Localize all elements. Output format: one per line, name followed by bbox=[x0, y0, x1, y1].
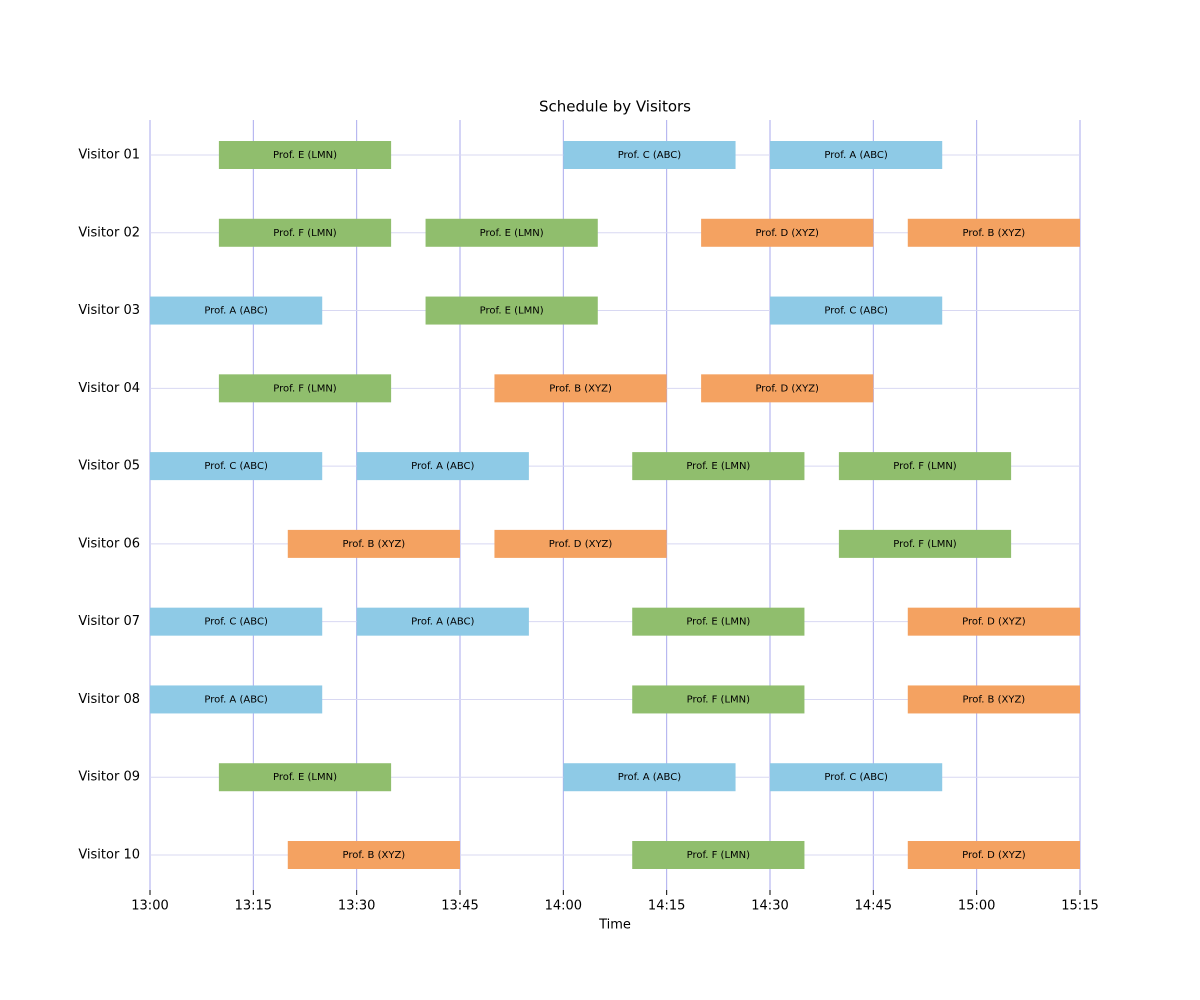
x-tick-label: 14:45 bbox=[855, 899, 892, 914]
task-bar bbox=[218, 218, 392, 247]
task-label: Prof. E (LMN) bbox=[686, 461, 750, 472]
x-tick-label: 15:15 bbox=[1061, 899, 1098, 914]
task-label: Prof. E (LMN) bbox=[480, 306, 544, 317]
y-tick-label: Visitor 04 bbox=[78, 381, 140, 396]
task-label: Prof. A (ABC) bbox=[204, 306, 267, 317]
task-label: Prof. C (ABC) bbox=[204, 461, 268, 472]
x-tick-label: 14:15 bbox=[648, 899, 685, 914]
task-label: Prof. A (ABC) bbox=[411, 617, 474, 628]
task-bar bbox=[218, 374, 392, 403]
task-label: Prof. A (ABC) bbox=[618, 772, 681, 783]
task-bar bbox=[907, 685, 1080, 714]
task-label: Prof. C (ABC) bbox=[824, 306, 888, 317]
task-bar bbox=[770, 763, 943, 792]
task-label: Prof. C (ABC) bbox=[204, 617, 268, 628]
task-label: Prof. E (LMN) bbox=[480, 228, 544, 239]
task-bar bbox=[907, 218, 1080, 247]
x-tick-label: 13:15 bbox=[235, 899, 272, 914]
x-tick-label: 13:00 bbox=[131, 899, 168, 914]
task-bar bbox=[218, 141, 392, 169]
task-label: Prof. B (XYZ) bbox=[343, 850, 406, 861]
task-bar bbox=[218, 763, 392, 792]
task-bar bbox=[701, 374, 874, 403]
bars: Prof. E (LMN) Prof. C (ABC) Prof. A (ABC) P… bbox=[150, 141, 1080, 869]
task-label: Prof. F (LMN) bbox=[687, 850, 751, 861]
task-label: Prof. E (LMN) bbox=[273, 772, 337, 783]
task-label: Prof. B (XYZ) bbox=[963, 694, 1026, 705]
task-bar bbox=[838, 452, 1012, 481]
task-bar bbox=[770, 141, 943, 169]
task-label: Prof. F (LMN) bbox=[687, 694, 751, 705]
task-bar bbox=[632, 841, 805, 869]
task-label: Prof. D (XYZ) bbox=[755, 383, 819, 394]
task-bar bbox=[632, 685, 805, 714]
task-label: Prof. E (LMN) bbox=[273, 150, 337, 161]
y-tick-label: Visitor 06 bbox=[78, 536, 140, 551]
task-label: Prof. F (LMN) bbox=[893, 461, 957, 472]
task-bar bbox=[563, 141, 736, 169]
y-tick-label: Visitor 03 bbox=[78, 303, 140, 318]
task-label: Prof. A (ABC) bbox=[411, 461, 474, 472]
task-label: Prof. F (LMN) bbox=[273, 383, 337, 394]
task-bar bbox=[287, 841, 460, 869]
task-label: Prof. B (XYZ) bbox=[343, 539, 406, 550]
x-tick-label: 13:45 bbox=[441, 899, 478, 914]
y-tick-label: Visitor 02 bbox=[78, 225, 140, 240]
y-tick-label: Visitor 09 bbox=[78, 770, 140, 785]
task-label: Prof. C (ABC) bbox=[824, 772, 888, 783]
chart-title: Schedule by Visitors bbox=[539, 98, 691, 116]
task-bar bbox=[425, 296, 598, 325]
task-bar bbox=[425, 218, 598, 247]
task-label: Prof. C (ABC) bbox=[618, 150, 682, 161]
x-tick-label: 14:30 bbox=[751, 899, 788, 914]
task-bar bbox=[632, 607, 805, 636]
task-bar bbox=[150, 296, 323, 325]
task-label: Prof. D (XYZ) bbox=[962, 617, 1026, 628]
task-label: Prof. A (ABC) bbox=[204, 694, 267, 705]
task-label: Prof. D (XYZ) bbox=[962, 850, 1026, 861]
task-bar bbox=[838, 529, 1012, 558]
task-bar bbox=[287, 529, 460, 558]
y-tick-label: Visitor 07 bbox=[78, 614, 140, 629]
task-bar bbox=[150, 607, 323, 636]
task-bar bbox=[150, 685, 323, 714]
task-bar bbox=[356, 452, 529, 481]
task-bar bbox=[907, 607, 1080, 636]
task-bar bbox=[494, 529, 667, 558]
task-bar bbox=[701, 218, 874, 247]
y-tick-label: Visitor 08 bbox=[78, 692, 140, 707]
task-bar bbox=[563, 763, 736, 792]
task-label: Prof. D (XYZ) bbox=[549, 539, 613, 550]
task-bar bbox=[356, 607, 529, 636]
task-bar bbox=[494, 374, 667, 403]
task-bar bbox=[907, 841, 1080, 869]
x-tick-label: 13:30 bbox=[338, 899, 375, 914]
y-tick-label: Visitor 05 bbox=[78, 459, 140, 474]
task-bar bbox=[770, 296, 943, 325]
task-bar bbox=[150, 452, 323, 481]
task-bar bbox=[632, 452, 805, 481]
x-tick-label: 15:00 bbox=[958, 899, 995, 914]
task-label: Prof. B (XYZ) bbox=[963, 228, 1026, 239]
x-tick-label: 14:00 bbox=[545, 899, 582, 914]
y-tick-label: Visitor 01 bbox=[78, 148, 140, 163]
task-label: Prof. A (ABC) bbox=[824, 150, 887, 161]
task-label: Prof. B (XYZ) bbox=[549, 383, 612, 394]
task-label: Prof. E (LMN) bbox=[686, 617, 750, 628]
x-axis-label: Time bbox=[598, 918, 631, 933]
y-tick-label: Visitor 10 bbox=[78, 848, 140, 863]
task-label: Prof. F (LMN) bbox=[893, 539, 957, 550]
task-label: Prof. D (XYZ) bbox=[755, 228, 819, 239]
task-label: Prof. F (LMN) bbox=[273, 228, 337, 239]
